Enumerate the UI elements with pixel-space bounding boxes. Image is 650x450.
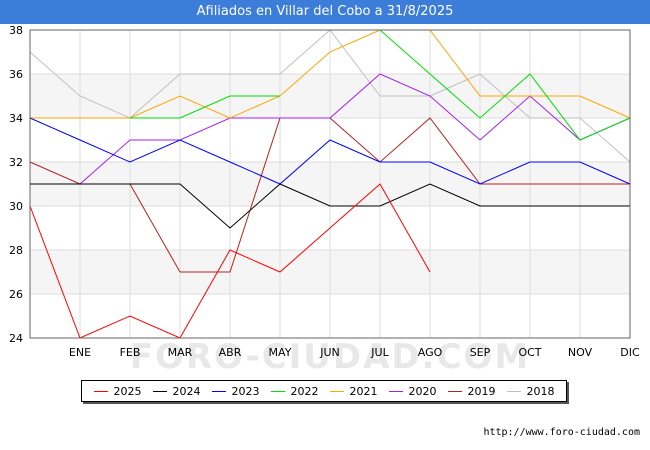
y-tick-label: 30 <box>9 200 23 213</box>
x-tick-label: NOV <box>568 346 593 359</box>
chart-title: Afiliados en Villar del Cobo a 31/8/2025 <box>0 0 650 24</box>
legend-item-2022: 2022 <box>270 384 319 398</box>
legend-swatch <box>152 390 167 392</box>
legend-label: 2023 <box>231 384 260 398</box>
legend-item-2019: 2019 <box>447 384 496 398</box>
legend-label: 2019 <box>467 384 496 398</box>
y-tick-label: 26 <box>9 288 23 301</box>
x-tick-label: MAR <box>168 346 193 359</box>
series-lines <box>29 29 631 339</box>
x-tick-label: SEP <box>470 346 491 359</box>
source-url: http://www.foro-ciudad.com <box>483 427 640 438</box>
legend-label: 2021 <box>349 384 378 398</box>
legend-label: 2025 <box>113 384 142 398</box>
legend-label: 2024 <box>172 384 201 398</box>
watermark: FORO-CIUDAD.COM <box>130 337 531 377</box>
legend-item-2021: 2021 <box>329 384 378 398</box>
legend-item-2018: 2018 <box>506 384 555 398</box>
legend: 2025 2024 2023 2022 2021 2020 2019 2018 <box>81 380 567 402</box>
series-line-2023 <box>29 117 631 185</box>
legend-item-2023: 2023 <box>211 384 260 398</box>
x-tick-label: FEB <box>120 346 141 359</box>
x-tick-label: ABR <box>219 346 242 359</box>
legend-swatch <box>447 390 462 392</box>
y-axis-ticks: 24 26 28 30 32 34 36 38 <box>9 24 23 345</box>
y-tick-label: 28 <box>9 244 23 257</box>
x-tick-label: JUN <box>319 346 340 359</box>
legend-item-2020: 2020 <box>388 384 437 398</box>
legend-label: 2018 <box>526 384 555 398</box>
legend-swatch <box>211 390 226 392</box>
x-tick-label: ENE <box>69 346 91 359</box>
series-line-2024 <box>30 183 630 229</box>
y-tick-label: 24 <box>9 332 23 345</box>
series-line-2022 <box>130 29 631 141</box>
y-tick-label: 36 <box>9 68 23 81</box>
x-tick-label: AGO <box>418 346 443 359</box>
legend-swatch <box>506 390 521 392</box>
legend-swatch <box>93 390 108 392</box>
y-tick-label: 34 <box>9 112 23 125</box>
x-tick-label: OCT <box>518 346 541 359</box>
series-line-2025 <box>29 183 431 339</box>
legend-swatch <box>270 390 285 392</box>
legend-swatch <box>388 390 403 392</box>
legend-swatch <box>329 390 344 392</box>
x-axis-ticks: ENE FEB MAR ABR MAY JUN JUL AGO SEP OCT NOV DIC <box>69 346 640 359</box>
x-tick-label: JUL <box>370 346 389 359</box>
x-tick-label: DIC <box>620 346 640 359</box>
plot-frame <box>29 29 631 339</box>
legend-label: 2020 <box>408 384 437 398</box>
legend-item-2025: 2025 <box>93 384 142 398</box>
y-tick-label: 38 <box>9 24 23 37</box>
y-tick-label: 32 <box>9 156 23 169</box>
legend-item-2024: 2024 <box>152 384 201 398</box>
x-tick-label: MAY <box>269 346 292 359</box>
legend-label: 2022 <box>290 384 319 398</box>
